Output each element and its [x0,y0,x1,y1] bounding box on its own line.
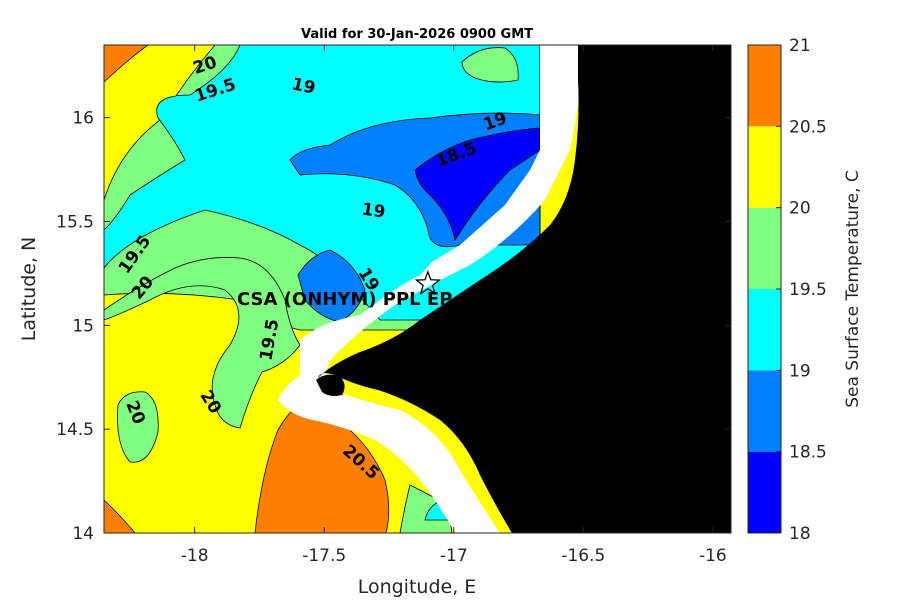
chart-title: Valid for 30-Jan-2026 0900 GMT [301,27,533,42]
colorbar-tick-label: 20 [789,199,811,219]
plot-frame [103,44,732,534]
sst-band-19.5-20-patch-ne [461,47,519,83]
y-axis-label: Latitude, N [18,237,40,342]
colorbar-tick-label: 18.5 [789,443,827,463]
y-tick-label: 15 [72,316,94,336]
y-tick-label: 14 [72,524,94,544]
no-data-coastal-strip [278,45,581,533]
colorbar-swatch [748,207,781,289]
y-axis: 14 14.5 15 15.5 16 [56,109,731,544]
plot-area [104,45,731,533]
y-tick-label: 16 [72,109,94,129]
colorbar-tick-label: 20.5 [789,117,827,137]
colorbar-label: Sea Surface Temperature, C [843,170,863,408]
x-tick-label: -17.5 [302,546,346,566]
contour-label: 19 [360,200,386,223]
colorbar-tick-label: 21 [789,36,811,56]
colorbar-swatch [748,451,781,533]
colorbar-tick-label: 18 [789,524,811,544]
x-tick-label: -17 [440,546,468,566]
y-tick-label: 14.5 [56,420,94,440]
contour-label: 19 [290,74,317,98]
x-axis-label: Longitude, E [358,576,477,598]
colorbar-swatch [748,289,781,371]
x-tick-label: -16 [699,546,727,566]
site-label: CSA (ONHYM) PPL EP [237,289,452,310]
y-tick-label: 15.5 [56,213,94,233]
cap-vert-peninsula [316,374,345,396]
colorbar: 18 18.5 19 19.5 20 20.5 21 [747,36,827,544]
sst-band-19.5-20-southwest [117,391,159,463]
sst-band-20.5-21-southwest [104,499,136,533]
x-tick-label: -18 [181,546,209,566]
sst-band-19.5-20-tongue [104,257,301,429]
sst-band-18-18.5-core [414,127,541,242]
colorbar-swatch [748,45,781,127]
sst-band-19-19.5 [104,45,541,321]
x-tick-label: -16.5 [561,546,605,566]
colorbar-swatch [748,370,781,452]
colorbar-tick-label: 19 [789,361,811,381]
sst-band-18.5-19-coastal [297,249,366,323]
colorbar-swatch [748,126,781,208]
x-axis: -18 -17.5 -17 -16.5 -16 [181,45,727,566]
colorbar-tick-label: 19.5 [789,280,827,300]
land-mass [318,45,731,533]
site-star-icon [414,269,442,296]
site-marker-group: CSA (ONHYM) PPL EP [237,269,452,310]
